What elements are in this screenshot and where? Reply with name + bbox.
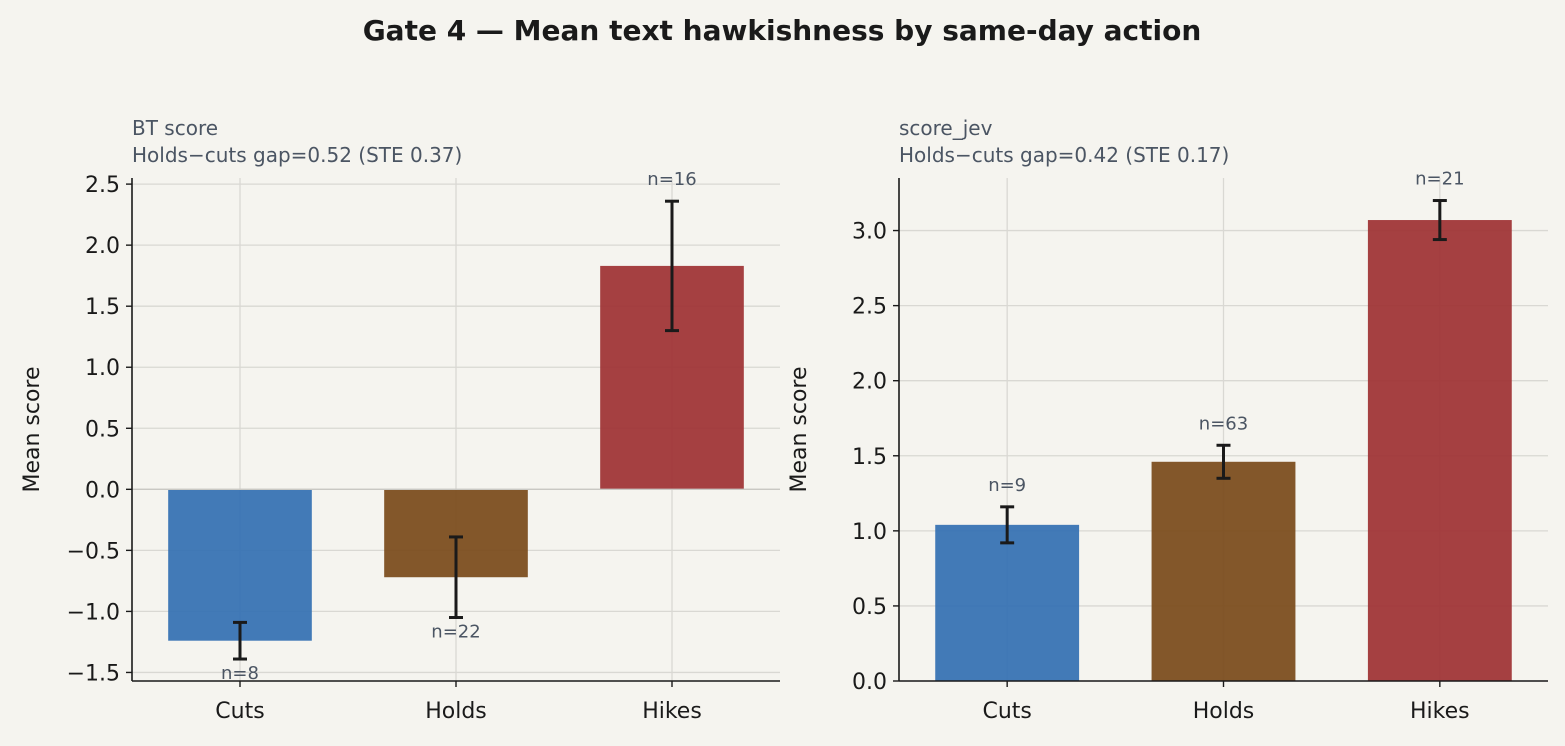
y-tick-label: 1.0 bbox=[85, 356, 120, 381]
x-tick-label: Cuts bbox=[982, 699, 1031, 724]
y-tick-label: 3.0 bbox=[852, 220, 887, 245]
y-tick-label: 1.5 bbox=[85, 295, 120, 320]
y-tick-label: −1.0 bbox=[67, 600, 120, 625]
x-tick-label: Holds bbox=[1193, 699, 1255, 724]
bar-hikes bbox=[1367, 220, 1512, 681]
count-label: n=9 bbox=[988, 475, 1026, 496]
count-label: n=22 bbox=[431, 622, 480, 643]
x-tick-label: Holds bbox=[425, 699, 487, 724]
y-tick-label: 2.5 bbox=[852, 295, 887, 320]
count-label: n=21 bbox=[1415, 169, 1464, 190]
panel-title: score_jev bbox=[899, 116, 993, 140]
x-tick-label: Cuts bbox=[215, 699, 264, 724]
panel-subtitle: Holds−cuts gap=0.42 (STE 0.17) bbox=[899, 143, 1229, 167]
panel-subtitle: Holds−cuts gap=0.52 (STE 0.37) bbox=[132, 143, 462, 167]
y-tick-label: −0.5 bbox=[67, 539, 120, 564]
bar-holds bbox=[1151, 461, 1296, 681]
x-tick-label: Hikes bbox=[642, 699, 702, 724]
count-label: n=8 bbox=[221, 663, 259, 684]
y-tick-label: 2.5 bbox=[85, 173, 120, 198]
y-axis-label: Mean score bbox=[20, 366, 45, 492]
bar-cuts bbox=[168, 489, 312, 641]
y-tick-label: 2.0 bbox=[85, 234, 120, 259]
x-tick-label: Hikes bbox=[1410, 699, 1470, 724]
count-label: n=16 bbox=[647, 169, 696, 190]
y-tick-label: 2.0 bbox=[852, 370, 887, 395]
count-label: n=63 bbox=[1199, 413, 1248, 434]
y-tick-label: 0.0 bbox=[852, 670, 887, 695]
bar-cuts bbox=[935, 524, 1080, 681]
y-tick-label: 1.0 bbox=[852, 520, 887, 545]
y-tick-label: 0.5 bbox=[852, 595, 887, 620]
y-tick-label: 1.5 bbox=[852, 445, 887, 470]
y-tick-label: 0.0 bbox=[85, 478, 120, 503]
y-tick-label: −1.5 bbox=[67, 661, 120, 686]
panel-title: BT score bbox=[132, 116, 218, 140]
figure-title: Gate 4 — Mean text hawkishness by same-d… bbox=[363, 14, 1202, 47]
y-tick-label: 0.5 bbox=[85, 417, 120, 442]
y-axis-label: Mean score bbox=[787, 366, 812, 492]
